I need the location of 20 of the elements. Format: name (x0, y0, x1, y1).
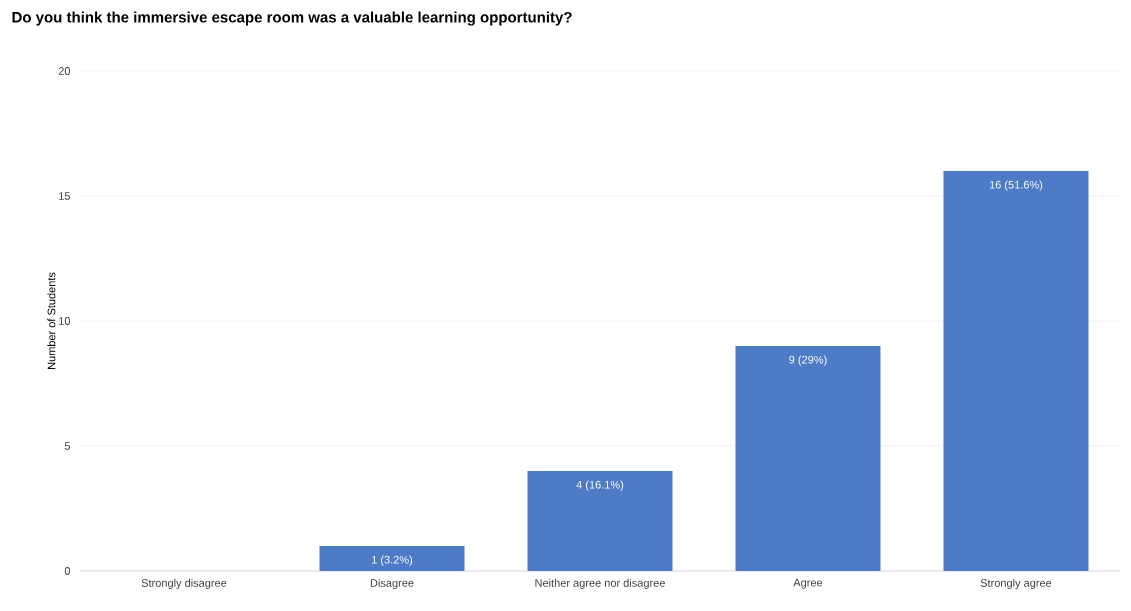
data-label: 4 (16.1%) (576, 480, 624, 491)
y-tick-label: 20 (58, 67, 71, 75)
y-axis-title: Number of Students (47, 272, 56, 369)
chart-title: Do you think the immersive escape room was a valuable learning opportunity? (12, 11, 572, 26)
x-tick-label: Disagree (370, 578, 414, 590)
y-tick-label: 15 (59, 192, 70, 200)
x-tick-label: Agree (793, 578, 823, 589)
y-tick-label: 10 (59, 317, 71, 325)
bar (319, 546, 465, 571)
x-tick-label: Strongly agree (980, 578, 1052, 590)
x-tick-label: Neither agree nor disagree (535, 578, 665, 590)
data-label: 1 (3.2%) (372, 555, 413, 566)
bar (735, 346, 881, 571)
bar (943, 171, 1089, 571)
bar (527, 471, 673, 571)
data-label: 16 (51.6%) (989, 180, 1043, 191)
x-tick-label: Strongly disagree (141, 578, 227, 590)
y-tick-label: 0 (64, 567, 71, 575)
y-tick-label: 5 (64, 442, 70, 450)
data-label: 9 (29%) (789, 355, 827, 366)
